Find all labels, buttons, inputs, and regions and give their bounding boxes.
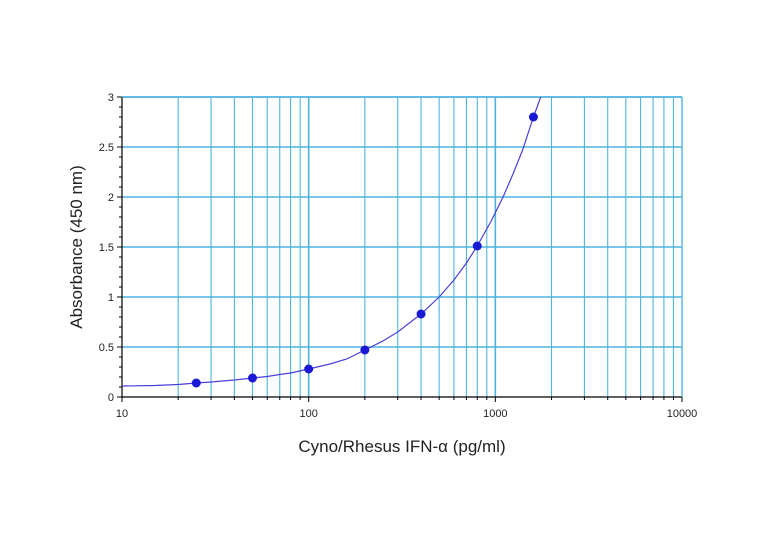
data-point <box>416 309 426 319</box>
tick-marks <box>117 96 683 402</box>
y-tick-labels: 0 0.5 1 1.5 2 2.5 3 <box>99 92 114 404</box>
y-tick-label: 2 <box>108 192 114 204</box>
y-axis-title: Absorbance (450 nm) <box>67 165 86 328</box>
x-tick-labels: 10 100 1000 10000 <box>116 408 697 420</box>
data-point <box>472 241 482 251</box>
x-tick-label: 1000 <box>483 408 507 420</box>
data-point <box>528 112 538 122</box>
data-point <box>360 345 370 355</box>
y-tick-label: 1 <box>108 292 114 304</box>
y-tick-label: 1.5 <box>99 242 114 254</box>
y-tick-label: 0 <box>108 392 114 404</box>
data-point <box>304 364 314 374</box>
data-points <box>191 112 538 388</box>
axes <box>121 96 683 398</box>
data-point <box>191 378 201 388</box>
y-tick-label: 3 <box>108 92 114 104</box>
data-point <box>247 373 257 383</box>
x-tick-label: 100 <box>299 408 317 420</box>
y-tick-label: 0.5 <box>99 342 114 354</box>
y-tick-label: 2.5 <box>99 142 114 154</box>
x-tick-label: 10000 <box>667 408 698 420</box>
x-axis-title: Cyno/Rhesus IFN-α (pg/ml) <box>298 437 505 456</box>
grid-lines <box>122 96 682 397</box>
x-tick-label: 10 <box>116 408 128 420</box>
